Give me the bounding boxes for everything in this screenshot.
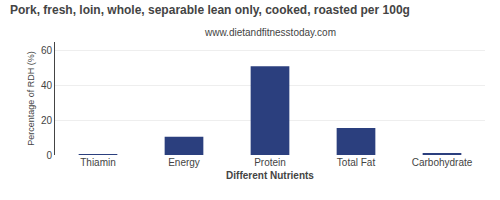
svg-text:20: 20 — [41, 115, 53, 126]
svg-text:Percentage of RDH (%): Percentage of RDH (%) — [26, 51, 36, 146]
svg-text:Total Fat: Total Fat — [337, 157, 376, 168]
svg-text:0: 0 — [46, 150, 52, 161]
svg-text:40: 40 — [41, 80, 53, 91]
svg-text:Energy: Energy — [168, 157, 200, 168]
svg-text:www.dietandfitnesstoday.com: www.dietandfitnesstoday.com — [204, 27, 336, 38]
svg-text:Different Nutrients: Different Nutrients — [226, 170, 314, 181]
svg-text:Thiamin: Thiamin — [80, 157, 116, 168]
svg-text:Pork, fresh, loin, whole, sepa: Pork, fresh, loin, whole, separable lean… — [10, 3, 410, 17]
svg-text:Protein: Protein — [254, 157, 286, 168]
svg-text:60: 60 — [41, 45, 53, 56]
svg-text:Carbohydrate: Carbohydrate — [412, 157, 473, 168]
